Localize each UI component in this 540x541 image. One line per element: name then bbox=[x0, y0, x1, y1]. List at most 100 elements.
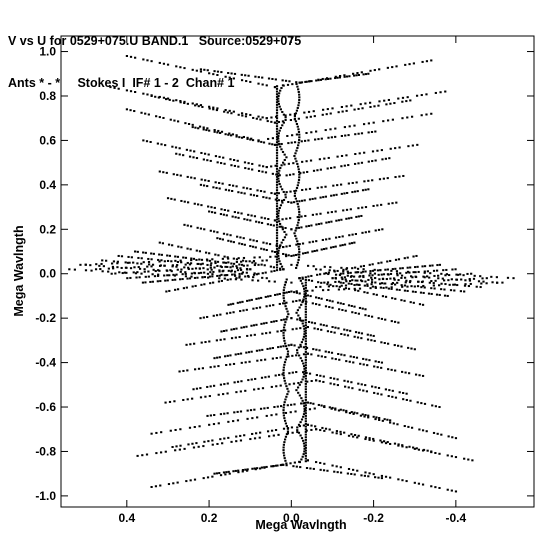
data-point bbox=[305, 225, 308, 228]
data-point bbox=[306, 251, 309, 254]
data-point bbox=[380, 441, 384, 444]
data-point bbox=[298, 136, 301, 139]
data-point bbox=[401, 445, 404, 448]
data-point bbox=[168, 289, 171, 292]
y-tick-label: 1.0 bbox=[39, 45, 56, 59]
data-point bbox=[295, 290, 298, 293]
data-point bbox=[413, 348, 416, 351]
x-tick-label: 0.4 bbox=[118, 511, 135, 525]
data-point bbox=[339, 281, 342, 284]
data-point bbox=[326, 211, 330, 214]
data-point bbox=[252, 194, 256, 197]
data-point bbox=[333, 270, 336, 273]
data-point bbox=[217, 422, 220, 425]
data-point bbox=[355, 356, 359, 359]
data-point bbox=[353, 74, 356, 77]
data-point bbox=[275, 143, 279, 146]
data-point bbox=[346, 191, 349, 194]
data-point bbox=[226, 233, 229, 236]
data-point bbox=[319, 273, 322, 276]
data-point bbox=[251, 261, 254, 264]
data-point bbox=[275, 237, 279, 240]
data-point bbox=[401, 285, 404, 288]
data-point bbox=[331, 277, 334, 280]
data-point bbox=[270, 320, 273, 323]
data-point bbox=[298, 306, 301, 309]
data-point bbox=[282, 369, 285, 372]
data-point bbox=[240, 243, 244, 246]
data-point bbox=[348, 280, 352, 283]
data-point bbox=[253, 264, 256, 267]
data-point bbox=[266, 223, 270, 226]
data-point bbox=[282, 337, 286, 340]
data-point bbox=[187, 268, 190, 271]
data-point bbox=[176, 481, 179, 484]
data-point bbox=[304, 284, 307, 287]
data-point bbox=[409, 280, 412, 283]
data-point bbox=[381, 419, 384, 422]
data-point bbox=[356, 190, 359, 193]
data-point bbox=[270, 165, 273, 168]
data-point bbox=[258, 436, 261, 439]
data-point bbox=[349, 275, 353, 278]
data-point bbox=[301, 282, 304, 285]
data-point bbox=[459, 273, 462, 276]
data-point bbox=[269, 294, 272, 297]
data-point bbox=[239, 434, 242, 437]
data-point bbox=[286, 83, 290, 86]
data-point bbox=[310, 274, 313, 277]
data-point bbox=[118, 271, 121, 274]
data-point bbox=[341, 110, 344, 113]
data-point bbox=[203, 283, 206, 286]
data-point bbox=[259, 118, 262, 121]
data-point bbox=[271, 77, 274, 80]
data-point bbox=[109, 86, 112, 89]
data-point bbox=[241, 114, 244, 117]
data-point bbox=[317, 281, 320, 284]
data-point bbox=[434, 91, 437, 94]
data-point bbox=[353, 305, 356, 308]
data-point bbox=[228, 472, 231, 475]
data-point bbox=[290, 317, 293, 320]
data-point bbox=[438, 406, 441, 409]
data-point bbox=[288, 173, 292, 176]
data-point bbox=[316, 169, 319, 172]
data-point bbox=[477, 280, 481, 283]
data-point bbox=[206, 272, 210, 275]
data-point bbox=[354, 311, 357, 314]
data-point bbox=[300, 418, 304, 421]
data-point bbox=[250, 214, 253, 217]
data-point bbox=[414, 290, 417, 293]
data-point bbox=[274, 293, 277, 296]
data-point bbox=[209, 385, 212, 388]
data-point bbox=[240, 326, 243, 329]
data-point bbox=[278, 142, 281, 145]
data-point bbox=[225, 214, 228, 217]
data-point bbox=[297, 130, 301, 133]
data-point bbox=[272, 434, 275, 437]
data-point bbox=[389, 259, 392, 262]
data-point bbox=[354, 279, 357, 282]
data-point bbox=[282, 345, 285, 348]
data-point bbox=[341, 244, 344, 247]
data-point bbox=[366, 333, 369, 336]
data-point bbox=[407, 145, 410, 148]
data-point bbox=[252, 260, 256, 263]
data-point bbox=[396, 274, 399, 277]
data-point bbox=[404, 281, 407, 284]
data-point bbox=[447, 435, 450, 438]
data-point bbox=[320, 248, 323, 251]
data-point bbox=[285, 156, 288, 159]
data-point bbox=[282, 446, 285, 449]
data-point bbox=[395, 270, 399, 273]
data-point bbox=[304, 348, 307, 351]
data-point bbox=[319, 212, 322, 215]
data-point bbox=[314, 197, 317, 200]
data-point bbox=[300, 226, 303, 229]
data-point bbox=[195, 258, 198, 261]
data-point bbox=[199, 227, 203, 230]
data-point bbox=[403, 289, 407, 292]
data-point bbox=[384, 475, 388, 478]
data-point bbox=[287, 254, 290, 257]
data-point bbox=[220, 279, 223, 282]
